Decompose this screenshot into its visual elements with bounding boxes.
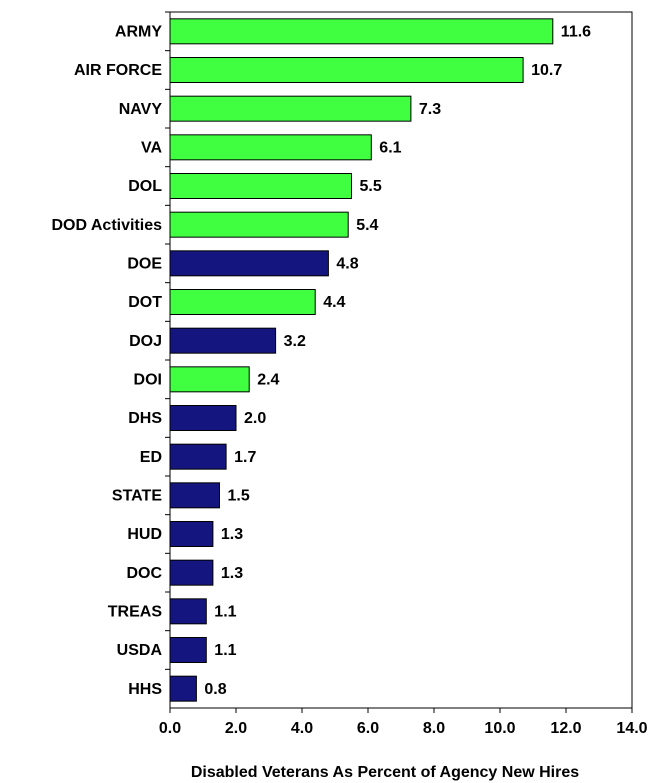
y-tick-label: DOI: [134, 372, 162, 389]
bar: [169, 173, 352, 199]
bar: [169, 675, 197, 702]
value-label: 1.5: [228, 488, 250, 505]
value-label: 0.8: [204, 681, 226, 698]
value-label: 1.1: [214, 642, 236, 659]
y-tick-label: DOD Activities: [51, 217, 162, 234]
value-label: 11.6: [561, 24, 591, 41]
x-tick-label: 6.0: [357, 720, 379, 737]
bar: [169, 211, 349, 238]
bar: [169, 327, 277, 354]
x-tick-label: 14.0: [616, 720, 647, 737]
x-tick-label: 8.0: [423, 720, 445, 737]
value-label: 7.3: [419, 101, 441, 118]
x-tick-label: 2.0: [225, 720, 247, 737]
value-label: 5.4: [356, 217, 378, 234]
value-label: 4.4: [323, 294, 345, 311]
y-tick-label: ED: [140, 449, 162, 466]
y-tick-label: STATE: [112, 488, 162, 505]
x-tick-label: 4.0: [291, 720, 313, 737]
value-label: 1.3: [221, 526, 243, 543]
y-tick-label: DOL: [128, 178, 162, 195]
y-tick-label: DOT: [128, 294, 162, 311]
bar: [169, 95, 412, 122]
x-tick-label: 0.0: [159, 720, 181, 737]
y-tick-label: HUD: [127, 526, 162, 543]
bar: [169, 250, 329, 277]
x-tick-label: 12.0: [550, 720, 581, 737]
bar: [169, 482, 220, 509]
value-label: 4.8: [336, 256, 358, 273]
x-tick-label: 10.0: [484, 720, 515, 737]
y-tick-label: DOJ: [129, 333, 162, 350]
bar: [169, 443, 227, 470]
y-tick-label: DHS: [128, 410, 162, 427]
value-label: 5.5: [360, 178, 382, 195]
y-tick-label: ARMY: [115, 24, 162, 41]
value-label: 1.3: [221, 565, 243, 582]
value-label: 2.4: [257, 372, 279, 389]
bar: [169, 57, 524, 83]
y-tick-label: DOE: [127, 256, 162, 273]
bar: [169, 521, 214, 547]
y-tick-label: DOC: [126, 565, 162, 582]
y-tick-label: NAVY: [119, 101, 163, 118]
bar: [169, 289, 316, 315]
bar: [169, 598, 207, 625]
bar: [169, 637, 207, 663]
y-tick-label: TREAS: [108, 604, 163, 621]
y-tick-label: HHS: [128, 681, 162, 698]
value-label: 10.7: [531, 62, 562, 79]
bar: [169, 18, 554, 45]
value-label: 6.1: [379, 140, 401, 157]
x-axis-label: Disabled Veterans As Percent of Agency N…: [191, 764, 579, 781]
bar: [169, 559, 214, 586]
y-tick-label: VA: [141, 140, 162, 157]
value-label: 2.0: [244, 410, 266, 427]
bar: [169, 405, 237, 431]
y-tick-label: USDA: [117, 642, 163, 659]
value-label: 1.1: [214, 604, 236, 621]
y-tick-label: AIR FORCE: [74, 62, 162, 79]
value-label: 1.7: [234, 449, 256, 466]
bar: [169, 134, 372, 161]
bar: [169, 366, 250, 393]
value-label: 3.2: [284, 333, 306, 350]
